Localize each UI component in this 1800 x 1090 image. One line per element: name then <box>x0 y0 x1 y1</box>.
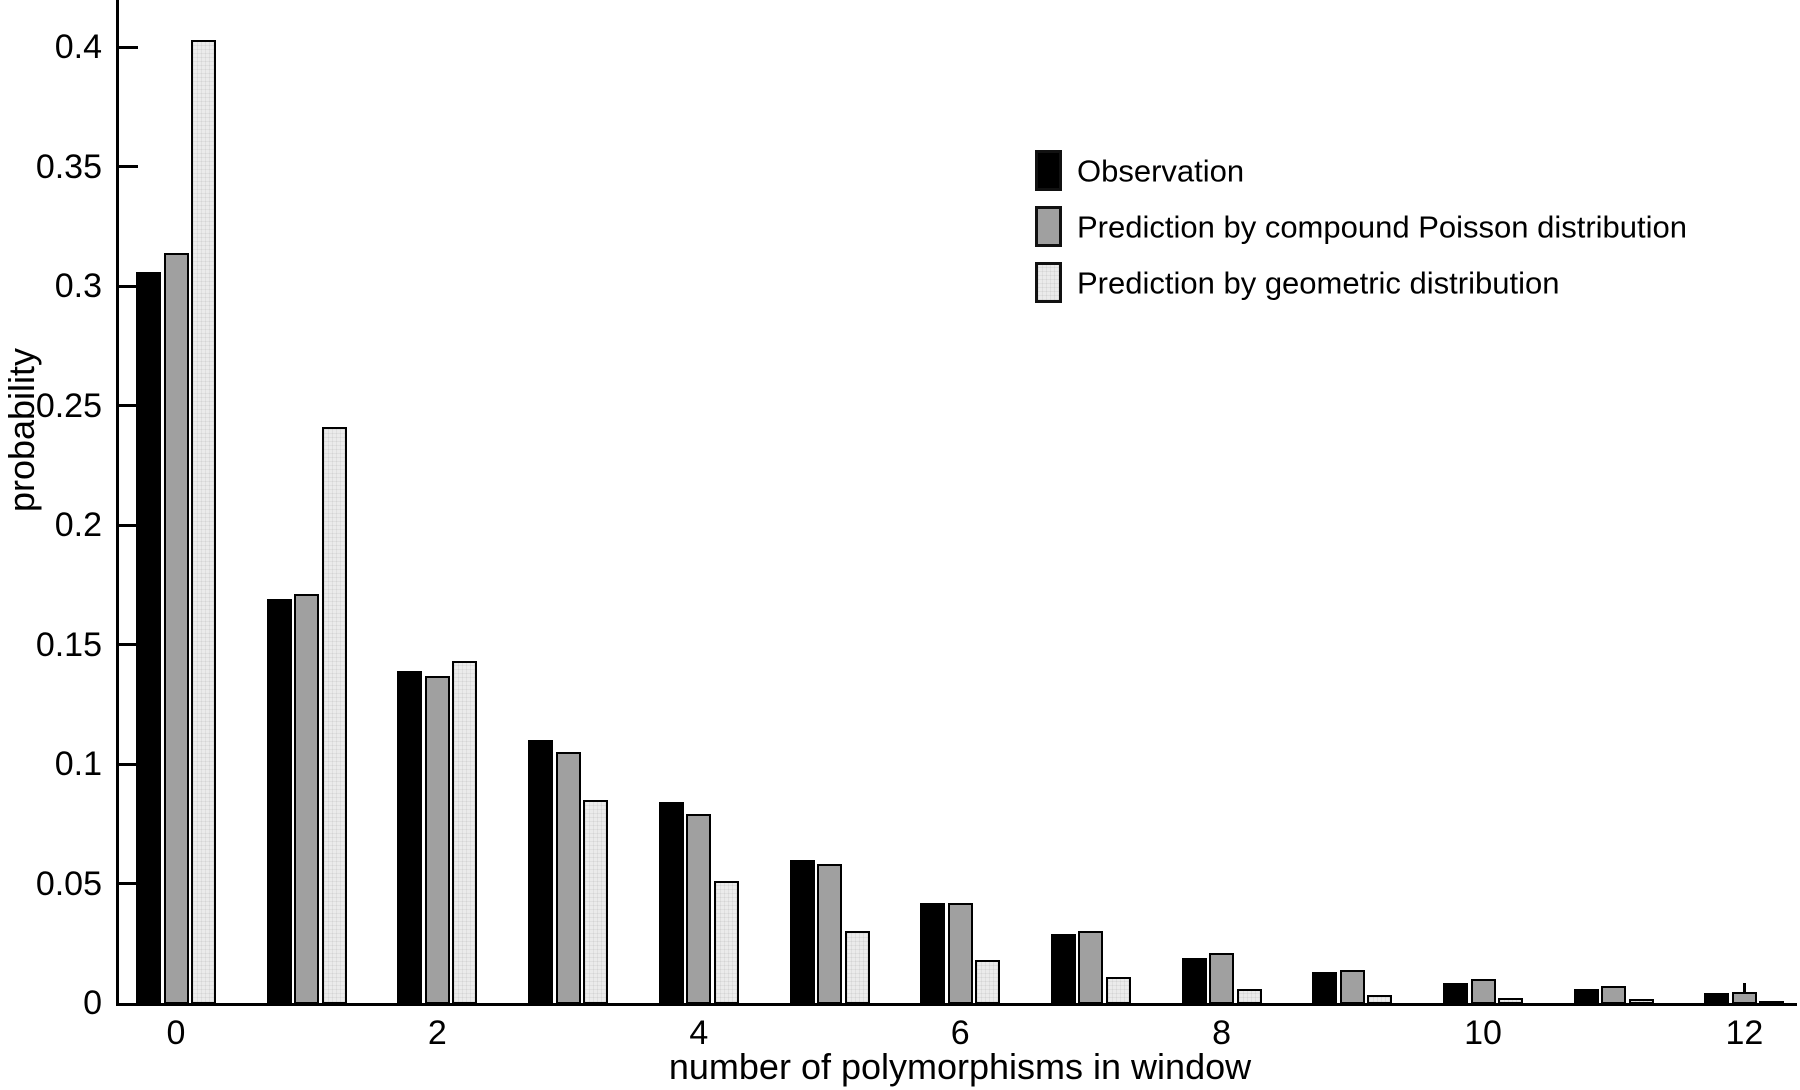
bar <box>1236 988 1262 1004</box>
x-tick-label: 8 <box>1212 1014 1232 1052</box>
y-tick-label: 0.05 <box>35 864 102 903</box>
bar <box>1443 982 1468 1004</box>
x-tick-label: 2 <box>427 1014 447 1052</box>
bar <box>713 881 739 1004</box>
y-tick-mark <box>118 45 138 49</box>
bar <box>975 959 1001 1004</box>
bar <box>452 661 478 1004</box>
bar <box>658 802 684 1004</box>
bar <box>1498 998 1523 1004</box>
bar <box>1759 1000 1785 1005</box>
legend-label: Prediction by geometric distribution <box>1077 265 1560 301</box>
x-axis-line <box>116 1003 1797 1006</box>
bar <box>844 931 870 1004</box>
bar <box>1601 986 1627 1004</box>
bar <box>1181 957 1207 1004</box>
bar <box>1050 933 1076 1004</box>
y-tick-label: 0.4 <box>54 28 102 66</box>
bar <box>1704 993 1730 1004</box>
x-tick-label: 0 <box>166 1014 186 1052</box>
y-tick-label: 0.35 <box>35 147 102 186</box>
x-axis-label: number of polymorphisms in window <box>668 1046 1252 1087</box>
bar <box>1367 994 1393 1004</box>
x-tick-label: 10 <box>1464 1014 1502 1052</box>
y-tick-mark <box>118 882 138 885</box>
y-tick-label: 0.15 <box>35 625 102 664</box>
bar <box>686 814 712 1004</box>
y-tick-mark <box>118 523 138 527</box>
y-tick-label: 0 <box>83 984 102 1022</box>
bar <box>397 670 423 1004</box>
legend-swatch <box>1035 206 1062 247</box>
bar <box>163 252 189 1004</box>
bar <box>920 902 946 1004</box>
bar <box>947 902 973 1004</box>
legend-label: Observation <box>1077 153 1245 189</box>
bar <box>191 39 216 1004</box>
bar <box>1628 999 1654 1004</box>
legend-swatch <box>1035 262 1062 303</box>
legend-swatch <box>1035 150 1062 191</box>
x-tick-label: 12 <box>1725 1014 1764 1052</box>
y-tick-mark <box>118 404 138 407</box>
y-axis-line <box>116 0 119 1006</box>
bar <box>1209 952 1235 1004</box>
bar <box>321 427 347 1004</box>
bar <box>583 799 609 1004</box>
x-tick-label: 6 <box>950 1014 970 1052</box>
y-tick-mark <box>118 643 138 646</box>
bar <box>1312 971 1338 1004</box>
bar <box>789 859 815 1004</box>
y-tick-mark <box>118 284 138 288</box>
bar <box>555 752 581 1004</box>
bar <box>1470 979 1496 1004</box>
y-tick-label: 0.1 <box>54 745 102 783</box>
y-tick-mark <box>118 165 138 168</box>
bar <box>1105 976 1131 1004</box>
bar <box>817 864 842 1004</box>
bar <box>266 599 292 1004</box>
bar <box>136 271 161 1004</box>
bar <box>1339 969 1365 1004</box>
x-tick-label: 4 <box>689 1014 709 1052</box>
bar <box>528 740 554 1004</box>
bar <box>424 675 450 1004</box>
y-tick-label: 0.25 <box>35 386 102 425</box>
bar <box>1731 992 1757 1004</box>
bar <box>1573 988 1599 1004</box>
y-tick-label: 0.3 <box>54 267 102 305</box>
bar <box>294 594 320 1004</box>
legend-label: Prediction by compound Poisson distribut… <box>1077 209 1688 245</box>
y-axis-label: probability <box>1 347 42 513</box>
bar <box>1078 931 1104 1004</box>
y-tick-mark <box>118 762 138 766</box>
y-tick-label: 0.2 <box>54 506 102 544</box>
